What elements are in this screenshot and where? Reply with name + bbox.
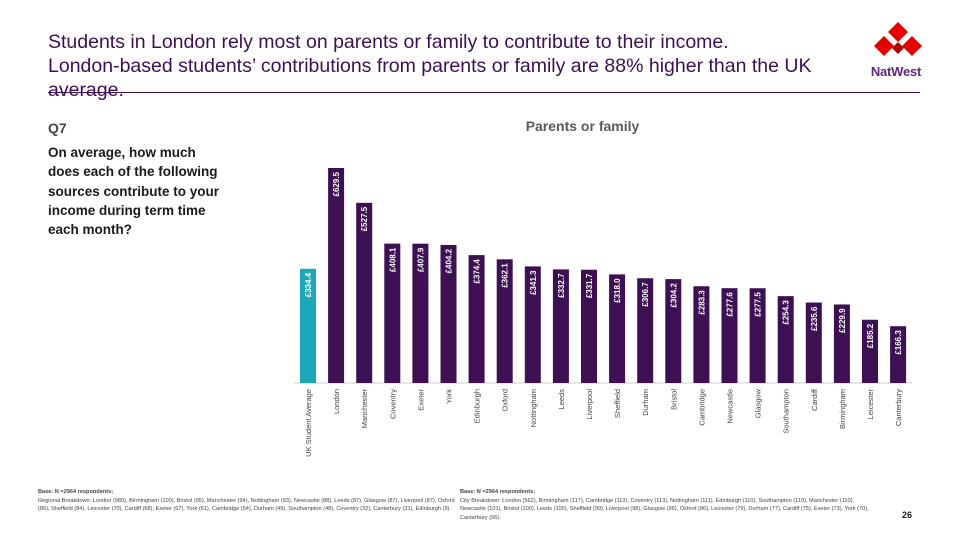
category-label: Sheffield — [613, 389, 622, 418]
category-label: Glasgow — [754, 388, 763, 418]
bar-southampton — [777, 296, 794, 383]
bar-nottingham — [524, 266, 541, 383]
category-label: Exeter — [416, 389, 425, 411]
category-label: UK Student Average — [304, 389, 313, 457]
page-number: 26 — [902, 510, 913, 520]
bar-uk-student-average — [300, 268, 316, 383]
category-label: Cardiff — [810, 388, 819, 411]
category-label: Leicester — [866, 389, 875, 420]
bar-canterbury — [890, 326, 907, 383]
data-label: £332.7 — [557, 273, 566, 298]
category-label: Birmingham — [838, 389, 847, 429]
bar-liverpool — [581, 269, 597, 383]
data-label: £407.9 — [416, 247, 425, 272]
data-label: £404.2 — [445, 248, 454, 273]
data-label: £304.2 — [669, 283, 678, 308]
title-line-3: average. — [48, 79, 124, 101]
category-label: Leeds — [557, 389, 566, 410]
bar-newcastle — [721, 288, 738, 383]
title-divider — [48, 92, 920, 93]
data-label: £283.3 — [697, 290, 706, 315]
footnote-regional-head: Base: N =2964 respondents; — [38, 489, 114, 495]
brand-name: NatWest — [870, 64, 922, 79]
category-label: Manchester — [360, 389, 369, 429]
category-label: Coventry — [388, 389, 397, 419]
bar-leeds — [552, 269, 569, 383]
footnote-regional: Base: N =2964 respondents; Regional Brea… — [38, 488, 458, 514]
bar-birmingham — [833, 304, 850, 383]
natwest-logo-icon — [874, 22, 922, 56]
bar-cambridge — [693, 286, 710, 383]
category-label: Durham — [641, 389, 650, 416]
category-label: London — [332, 389, 341, 414]
chart-title: Parents or family — [525, 118, 640, 134]
bar-bristol — [665, 279, 682, 383]
footnote-city-text: City Breakdown: London (562), Birmingham… — [460, 497, 869, 521]
question-text: On average, how much does each of the fo… — [48, 145, 220, 238]
data-label: £527.5 — [360, 206, 369, 231]
bar-oxford — [496, 259, 513, 383]
bar-coventry — [384, 243, 401, 383]
data-label: £374.4 — [473, 259, 482, 284]
data-label: £277.5 — [754, 292, 763, 317]
slide-title: Students in London rely most on parents … — [48, 30, 838, 102]
data-label: £277.6 — [726, 292, 735, 317]
footnote-city: Base: N =2964 respondents; City Breakdow… — [460, 488, 880, 522]
category-label: Newcastle — [726, 389, 735, 424]
bar-exeter — [412, 243, 429, 383]
data-label: £629.5 — [332, 171, 341, 196]
bar-leicester — [862, 319, 878, 383]
footnote-regional-text: Regional Breakdown: London (989), Birmin… — [38, 497, 455, 513]
bar-edinburgh — [468, 255, 485, 383]
bar-london — [328, 168, 345, 383]
data-label: £166.3 — [894, 330, 903, 355]
category-label: Edinburgh — [473, 389, 482, 423]
category-label: Nottingham — [529, 389, 538, 427]
bar-durham — [637, 278, 654, 383]
bar-york — [440, 244, 457, 383]
category-label: York — [445, 389, 454, 404]
data-label: £362.1 — [501, 263, 510, 288]
category-label: Liverpool — [585, 389, 594, 420]
category-label: Southampton — [782, 389, 791, 434]
data-label: £235.6 — [810, 306, 819, 331]
data-label: £331.7 — [585, 273, 594, 298]
data-label: £254.3 — [782, 300, 791, 325]
bar-sheffield — [609, 274, 626, 383]
category-label: Cambridge — [697, 389, 706, 426]
data-label: £408.1 — [388, 247, 397, 272]
data-label: £318.0 — [613, 278, 622, 303]
category-label: Oxford — [501, 389, 510, 412]
footnote-city-head: Base: N =2964 respondents; — [460, 489, 536, 495]
category-label: Canterbury — [894, 389, 903, 426]
data-label: £306.7 — [641, 282, 650, 307]
data-label: £341.3 — [529, 270, 538, 295]
title-line-2: London-based students’ contributions fro… — [48, 55, 812, 77]
bar-glasgow — [749, 288, 766, 383]
category-label: Bristol — [669, 389, 678, 410]
bar-cardiff — [805, 302, 822, 383]
data-label: £334.4 — [304, 272, 313, 297]
data-label: £185.2 — [866, 323, 875, 348]
title-line-1: Students in London rely most on parents … — [48, 31, 729, 53]
data-label: £229.9 — [838, 308, 847, 333]
bar-manchester — [356, 202, 373, 383]
question-number: Q7 — [48, 120, 67, 136]
